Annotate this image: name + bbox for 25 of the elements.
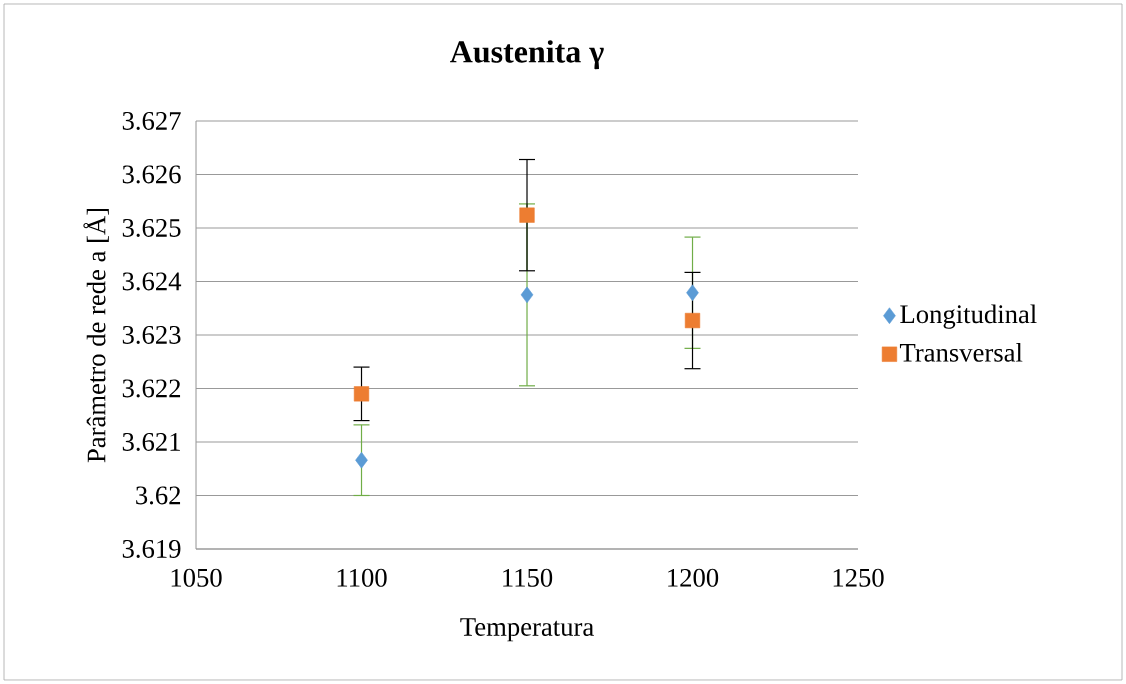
point xyxy=(520,286,534,304)
y-tick-label: 3.619 xyxy=(122,539,181,558)
legend-label: Transversal xyxy=(899,342,1023,362)
chart-title: Austenita γ xyxy=(450,40,604,70)
point xyxy=(684,312,701,329)
x-tick-label: 1100 xyxy=(337,568,387,587)
point xyxy=(519,207,535,223)
x-tick-label: 1200 xyxy=(668,568,719,587)
y-tick-label: 3.624 xyxy=(122,272,182,291)
x-tick-label: 1250 xyxy=(833,568,884,587)
y-tick-label: 3.622 xyxy=(122,379,181,398)
point xyxy=(353,386,370,402)
point xyxy=(355,451,368,469)
y-axis-title: Parâmetro de rede a [Å] xyxy=(83,208,109,463)
x-tick-label: 1050 xyxy=(171,568,222,587)
x-axis-title: Temperatura xyxy=(460,618,594,642)
y-tick-label: 3.625 xyxy=(122,218,181,237)
point xyxy=(686,284,699,301)
y-tick-label: 3.627 xyxy=(122,111,181,131)
x-tick-label: 1150 xyxy=(503,568,553,587)
y-tick-label: 3.623 xyxy=(122,325,181,344)
y-tick-label: 3.62 xyxy=(136,486,181,505)
y-tick-label: 3.621 xyxy=(122,432,180,451)
legend-label: Longitudinal xyxy=(900,304,1037,329)
y-tick-label: 3.626 xyxy=(122,165,181,184)
